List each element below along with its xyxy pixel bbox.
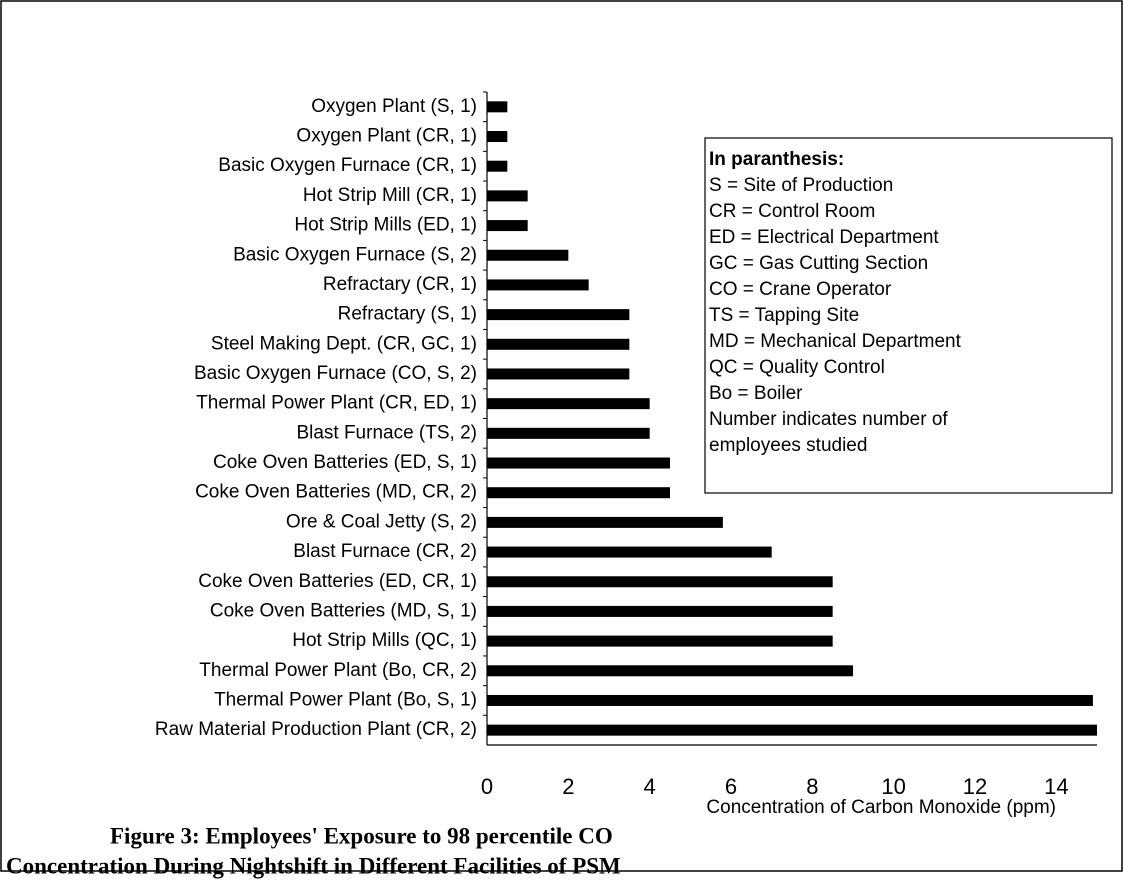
bar (487, 605, 833, 617)
y-tick-label: Thermal Power Plant (CR, ED, 1) (196, 393, 477, 414)
note-line: QC = Quality Control (709, 357, 885, 378)
y-tick-label: Raw Material Production Plant (CR, 2) (155, 719, 477, 740)
y-tick-label: Hot Strip Mills (QC, 1) (292, 630, 477, 651)
x-axis-label: Concentration of Carbon Monoxide (ppm) (706, 797, 1056, 818)
note-line: MD = Mechanical Department (709, 331, 962, 352)
bar (487, 190, 528, 202)
x-tick-label: 2 (562, 774, 574, 799)
x-tick-label: 6 (725, 774, 737, 799)
note-title: In paranthesis: (709, 149, 844, 170)
bar (487, 665, 853, 677)
y-tick-label: Coke Oven Batteries (MD, CR, 2) (195, 482, 477, 503)
y-tick-label: Oxygen Plant (S, 1) (311, 96, 477, 117)
caption: Concentration During Nightshift in Diffe… (6, 853, 621, 878)
y-tick-label: Blast Furnace (TS, 2) (296, 422, 477, 443)
y-tick-label: Refractary (S, 1) (338, 304, 477, 325)
bar (487, 546, 772, 558)
note-line: S = Site of Production (709, 175, 893, 196)
x-tick-label: 12 (963, 774, 987, 799)
note-line: employees studied (709, 435, 867, 456)
y-tick-label: Coke Oven Batteries (ED, CR, 1) (198, 571, 477, 592)
note-line: GC = Gas Cutting Section (709, 253, 928, 274)
bar (487, 487, 670, 499)
bar (487, 220, 528, 232)
y-tick-label: Basic Oxygen Furnace (CR, 1) (218, 155, 477, 176)
bar (487, 160, 508, 172)
note-line: Bo = Boiler (709, 383, 803, 404)
x-tick-label: 14 (1044, 774, 1068, 799)
y-tick-label: Coke Oven Batteries (ED, S, 1) (213, 452, 477, 473)
y-tick-label: Blast Furnace (CR, 2) (293, 541, 477, 562)
x-tick-label: 10 (881, 774, 905, 799)
y-tick-label: Hot Strip Mills (ED, 1) (294, 215, 477, 236)
x-tick-label: 8 (806, 774, 818, 799)
bar (487, 309, 630, 321)
note-box (704, 137, 1113, 494)
x-tick-label: 4 (644, 774, 656, 799)
bar (487, 724, 1097, 736)
bar (487, 516, 723, 528)
y-tick-label: Thermal Power Plant (Bo, CR, 2) (199, 660, 477, 681)
bar (487, 249, 569, 261)
x-tick-label: 0 (481, 774, 493, 799)
y-tick-label: Steel Making Dept. (CR, GC, 1) (211, 333, 477, 354)
bar (487, 635, 833, 647)
bar (487, 694, 1093, 706)
bar (487, 101, 508, 113)
y-tick-label: Hot Strip Mill (CR, 1) (303, 185, 477, 206)
y-tick-label: Oxygen Plant (CR, 1) (296, 126, 477, 147)
y-tick-label: Ore & Coal Jetty (S, 2) (286, 511, 477, 532)
note-line: Number indicates number of (709, 409, 948, 430)
bar (487, 457, 670, 469)
bar (487, 279, 589, 291)
caption: Figure 3: Employees' Exposure to 98 perc… (110, 823, 613, 848)
note-line: CR = Control Room (709, 201, 875, 222)
y-tick-label: Basic Oxygen Furnace (CO, S, 2) (194, 363, 477, 384)
y-tick-label: Basic Oxygen Furnace (S, 2) (233, 244, 477, 265)
y-tick-label: Coke Oven Batteries (MD, S, 1) (210, 600, 477, 621)
bar (487, 427, 650, 439)
note-line: TS = Tapping Site (709, 305, 859, 326)
note-line: CO = Crane Operator (709, 279, 892, 300)
bar (487, 576, 833, 588)
bar (487, 398, 650, 410)
y-tick-label: Refractary (CR, 1) (323, 274, 477, 295)
bar (487, 338, 630, 350)
y-tick-label: Thermal Power Plant (Bo, S, 1) (214, 689, 477, 710)
bar (487, 131, 508, 143)
bar (487, 368, 630, 380)
note-line: ED = Electrical Department (709, 227, 939, 248)
